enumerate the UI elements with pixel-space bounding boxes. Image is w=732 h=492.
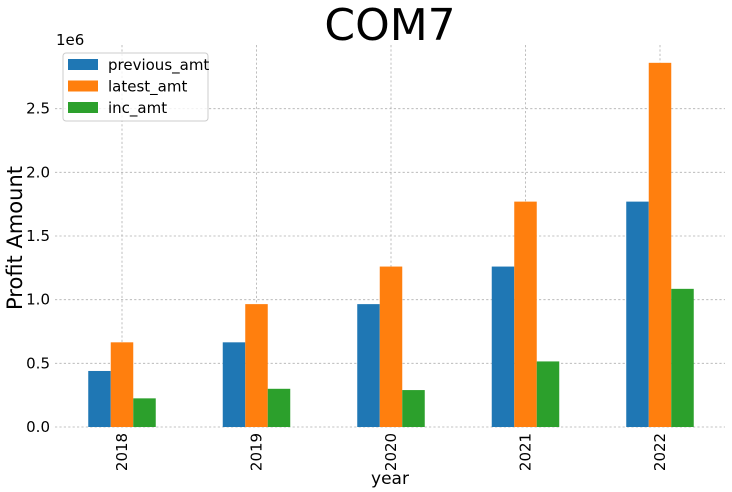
legend-label: latest_amt (108, 78, 187, 97)
x-tick-label: 2019 (248, 433, 266, 471)
bar-inc_amt-2022 (671, 288, 694, 427)
bar-inc_amt-2018 (133, 398, 156, 427)
legend-label: inc_amt (108, 99, 167, 118)
x-tick-label: 2018 (113, 433, 131, 471)
legend-swatch (68, 102, 98, 113)
bar-inc_amt-2021 (536, 361, 560, 427)
legend: previous_amt latest_amt inc_amt (62, 52, 209, 122)
legend-label: previous_amt (108, 56, 209, 75)
bar-latest_amt-2018 (110, 342, 134, 427)
legend-swatch (68, 80, 98, 92)
bar-previous_amt-2019 (222, 342, 246, 427)
y-tick-label: 0.0 (26, 418, 50, 436)
y-tick-label: 2.0 (26, 163, 50, 181)
legend-box (62, 52, 209, 122)
y-tick-label: 1.0 (26, 291, 50, 309)
bar-latest_amt-2022 (648, 62, 672, 428)
bars (88, 62, 694, 428)
y-tick-label: 1.5 (26, 227, 50, 245)
y-tick-label: 0.5 (26, 354, 50, 372)
y-tick-label: 2.5 (26, 100, 50, 118)
y-axis-ticks: 0.0 0.5 1.0 1.5 2.0 2.5 (26, 100, 50, 436)
bar-previous_amt-2021 (491, 266, 515, 427)
x-tick-label: 2020 (382, 433, 400, 471)
y-axis-label: Profit Amount (3, 166, 27, 310)
x-tick-label: 2022 (651, 433, 669, 471)
bar-latest_amt-2020 (379, 266, 403, 427)
bar-latest_amt-2021 (514, 201, 537, 427)
bar-previous_amt-2018 (88, 370, 111, 427)
chart-title: COM7 (324, 0, 455, 51)
bar-previous_amt-2022 (626, 201, 649, 427)
x-tick-label: 2021 (517, 433, 535, 471)
bar-inc_amt-2020 (402, 390, 425, 427)
bar-previous_amt-2020 (357, 304, 380, 427)
x-axis-ticks: 2018 2019 2020 2021 2022 (113, 433, 669, 471)
y-offset-label: 1e6 (56, 31, 84, 49)
bar-latest_amt-2019 (245, 304, 268, 427)
x-axis-label: year (371, 469, 409, 489)
bar-inc_amt-2019 (267, 388, 291, 427)
legend-swatch (68, 59, 98, 70)
